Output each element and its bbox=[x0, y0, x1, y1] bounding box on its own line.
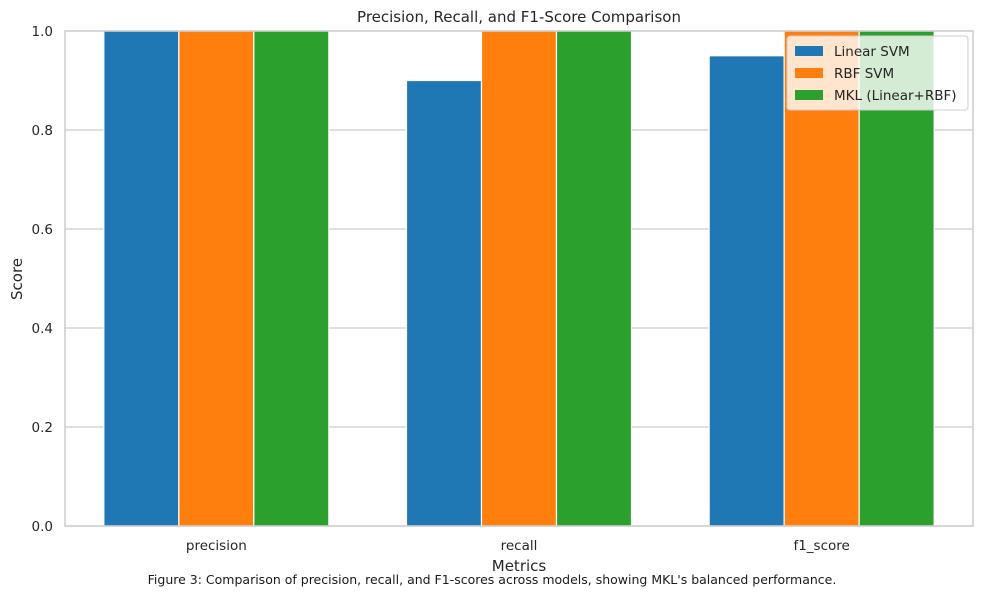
y-tick-label: 1.0 bbox=[32, 24, 53, 40]
y-axis-label: Score bbox=[8, 258, 26, 300]
bar-precision-1 bbox=[178, 30, 255, 527]
legend-label: MKL (Linear+RBF) bbox=[834, 88, 957, 104]
y-tick-label: 0.4 bbox=[32, 321, 53, 337]
figure-caption: Figure 3: Comparison of precision, recal… bbox=[147, 572, 837, 587]
legend-swatch bbox=[795, 90, 823, 100]
legend-box bbox=[786, 35, 969, 111]
legend-label: RBF SVM bbox=[834, 66, 894, 82]
x-axis-label: Metrics bbox=[492, 557, 547, 572]
chart-title: Precision, Recall, and F1-Score Comparis… bbox=[357, 8, 681, 26]
bar-recall-0 bbox=[405, 79, 483, 527]
labels-layer: Precision, Recall, and F1-Score Comparis… bbox=[8, 8, 681, 575]
axes-layer: 0.0 0.2 0.4 0.6 0.8 1.0 precision recall f1_scor… bbox=[32, 24, 974, 554]
y-tick-label: 0.0 bbox=[32, 519, 53, 535]
bar-precision-2 bbox=[253, 30, 330, 527]
legend: Linear SVM RBF SVM MKL (Linear+RBF) bbox=[786, 35, 969, 111]
x-tick-label: precision bbox=[186, 538, 247, 554]
x-tick-label: recall bbox=[501, 538, 538, 554]
chart-svg: 0.0 0.2 0.4 0.6 0.8 1.0 precision recall f1_scor… bbox=[8, 8, 974, 575]
legend-swatch bbox=[795, 68, 823, 78]
bar-f1_score-0 bbox=[708, 55, 785, 527]
plot-frame bbox=[64, 30, 974, 527]
bar-precision-0 bbox=[103, 30, 180, 527]
y-tick-label: 0.6 bbox=[32, 222, 53, 238]
y-tick-label: 0.8 bbox=[32, 123, 53, 139]
bar-f1_score-1 bbox=[783, 30, 860, 527]
bar-recall-2 bbox=[555, 30, 633, 527]
bar-recall-1 bbox=[480, 30, 558, 527]
legend-label: Linear SVM bbox=[834, 44, 910, 60]
legend-swatch bbox=[795, 46, 823, 56]
y-tick-label: 0.2 bbox=[32, 420, 53, 436]
x-tick-label: f1_score bbox=[793, 538, 849, 554]
